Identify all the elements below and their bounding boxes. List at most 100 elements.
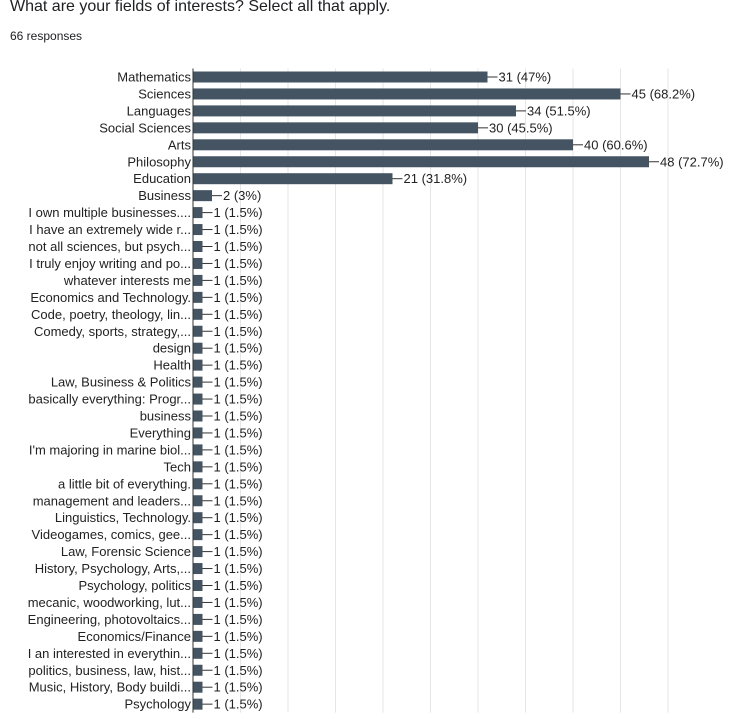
bar <box>193 105 516 117</box>
category-label: mecanic, woodworking, lut... <box>28 595 191 610</box>
category-label: Code, poetry, theology, lin... <box>31 307 191 322</box>
value-label: 1 (1.5%) <box>214 663 263 678</box>
category-label: Videogames, comics, gee... <box>32 527 191 542</box>
category-label: Languages <box>127 103 192 118</box>
bar <box>193 478 203 490</box>
bar <box>193 461 203 473</box>
value-label: 1 (1.5%) <box>214 544 263 559</box>
bar <box>193 190 212 202</box>
bar <box>193 291 203 303</box>
value-label: 1 (1.5%) <box>214 409 263 424</box>
category-label: Law, Forensic Science <box>61 544 191 559</box>
bar <box>193 359 203 371</box>
category-label: Psychology, politics <box>79 578 192 593</box>
bar <box>193 427 203 439</box>
bar <box>193 376 203 388</box>
value-label: 1 (1.5%) <box>214 273 263 288</box>
value-label: 1 (1.5%) <box>214 646 263 661</box>
category-label: Health <box>153 358 191 373</box>
question-title: What are your fields of interests? Selec… <box>10 0 391 15</box>
value-label: 1 (1.5%) <box>214 425 263 440</box>
bar <box>193 224 203 236</box>
value-label: 1 (1.5%) <box>214 612 263 627</box>
bar <box>193 156 649 168</box>
value-label: 1 (1.5%) <box>214 561 263 576</box>
category-label: Sciences <box>138 86 191 101</box>
bar <box>193 139 573 151</box>
value-label: 30 (45.5%) <box>489 120 553 135</box>
category-label: Education <box>133 171 191 186</box>
category-label: History, Psychology, Arts,... <box>35 561 191 576</box>
bar <box>193 410 203 422</box>
bar <box>193 613 203 625</box>
value-label: 1 (1.5%) <box>214 595 263 610</box>
category-label: I own multiple businesses.... <box>28 205 191 220</box>
value-label: 1 (1.5%) <box>214 493 263 508</box>
category-label: Engineering, photovoltaics... <box>28 612 191 627</box>
value-label: 1 (1.5%) <box>214 629 263 644</box>
value-label: 1 (1.5%) <box>214 290 263 305</box>
value-label: 1 (1.5%) <box>214 341 263 356</box>
bar <box>193 342 203 354</box>
value-label: 1 (1.5%) <box>214 358 263 373</box>
category-label: Arts <box>168 137 192 152</box>
bar <box>193 681 203 693</box>
value-label: 40 (60.6%) <box>584 137 648 152</box>
category-label: Everything <box>130 425 191 440</box>
bar <box>193 563 203 575</box>
bar <box>193 529 203 541</box>
bar <box>193 546 203 558</box>
category-label: whatever interests me <box>63 273 191 288</box>
category-label: I have an extremely wide r... <box>29 222 191 237</box>
value-label: 1 (1.5%) <box>214 307 263 322</box>
category-label: management and leaders... <box>33 493 191 508</box>
bar <box>193 647 203 659</box>
value-label: 1 (1.5%) <box>214 392 263 407</box>
bar <box>193 325 203 337</box>
category-label: basically everything: Progr... <box>28 392 191 407</box>
category-label: Tech <box>164 459 191 474</box>
value-label: 1 (1.5%) <box>214 510 263 525</box>
category-label: Business <box>138 188 191 203</box>
category-label: Philosophy <box>127 154 191 169</box>
value-label: 1 (1.5%) <box>214 442 263 457</box>
bar <box>193 71 488 83</box>
value-label: 48 (72.7%) <box>660 154 724 169</box>
category-label: not all sciences, but psych... <box>28 239 191 254</box>
value-label: 34 (51.5%) <box>527 103 591 118</box>
value-label: 1 (1.5%) <box>214 324 263 339</box>
value-label: 1 (1.5%) <box>214 375 263 390</box>
category-label: design <box>153 341 191 356</box>
category-label: Comedy, sports, strategy,... <box>34 324 191 339</box>
value-label: 1 (1.5%) <box>214 680 263 695</box>
value-label: 1 (1.5%) <box>214 256 263 271</box>
category-label: Economics and Technology. <box>30 290 191 305</box>
bar <box>193 207 203 219</box>
bar <box>193 274 203 286</box>
value-label: 1 (1.5%) <box>214 527 263 542</box>
category-label: Psychology <box>125 697 192 712</box>
response-count: 66 responses <box>10 29 83 43</box>
bar <box>193 664 203 676</box>
value-labels: 31 (47%) 45 (68.2%) 34 (51.5%) 30 (45.5%) 40… <box>202 70 724 712</box>
bar <box>193 257 203 269</box>
value-label: 21 (31.8%) <box>404 171 468 186</box>
value-label: 1 (1.5%) <box>214 697 263 712</box>
bar <box>193 393 203 405</box>
value-label: 1 (1.5%) <box>214 459 263 474</box>
bar <box>193 596 203 608</box>
category-label: politics, business, law, hist... <box>28 663 191 678</box>
bar <box>193 241 203 252</box>
bar <box>193 580 203 591</box>
bar <box>193 512 203 524</box>
value-label: 1 (1.5%) <box>214 222 263 237</box>
value-label: 1 (1.5%) <box>214 476 263 491</box>
category-label: I'm majoring in marine biol... <box>29 442 191 457</box>
value-label: 1 (1.5%) <box>214 239 263 254</box>
bar <box>193 495 203 507</box>
category-label: Economics/Finance <box>78 629 191 644</box>
bar <box>193 698 203 710</box>
bar <box>193 88 621 100</box>
